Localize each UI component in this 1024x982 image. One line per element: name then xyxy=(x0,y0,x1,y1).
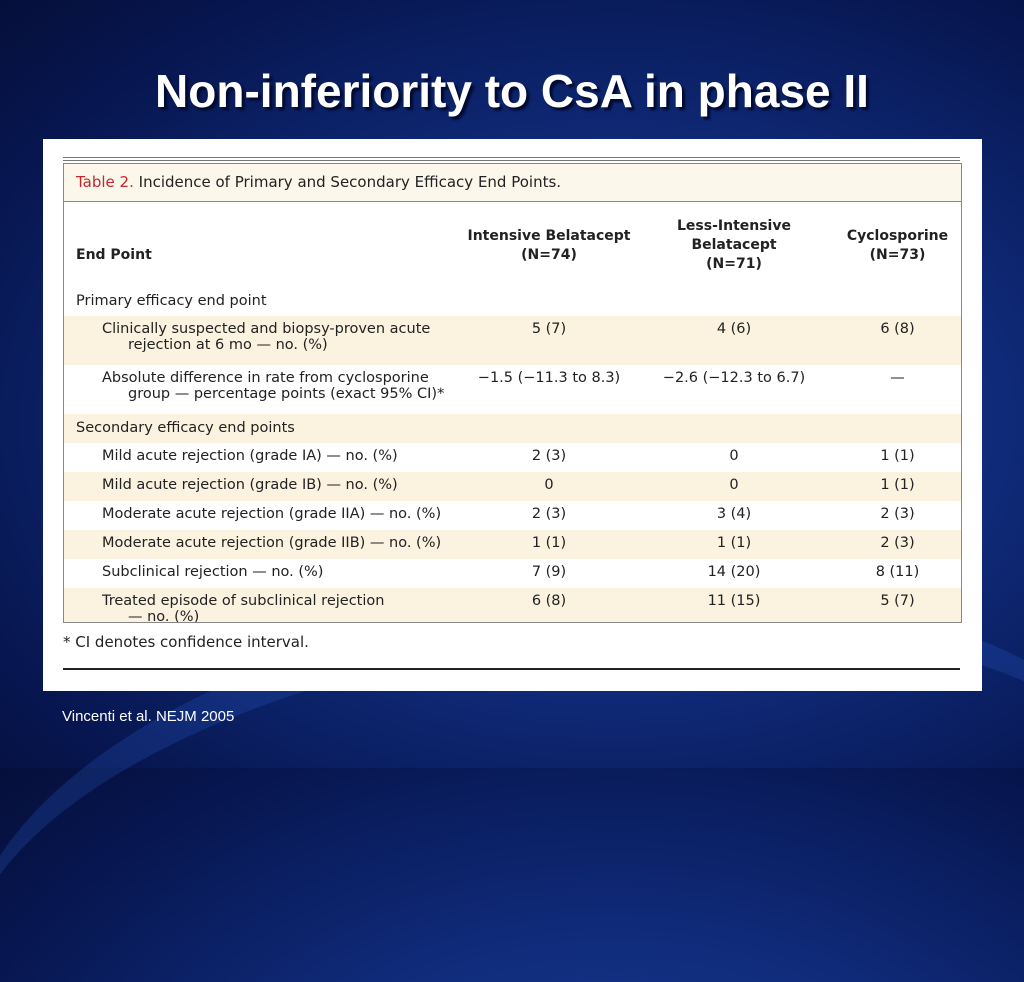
cell-intensive: 2 (3) xyxy=(531,448,567,464)
table-header-row: End Point Intensive Belatacept (N=74) Le… xyxy=(64,202,961,287)
header-cyclosporine: Cyclosporine (N=73) xyxy=(834,202,961,287)
table-row: Mild acute rejection (grade IB) — no. (%… xyxy=(64,472,961,501)
cell-intensive: 2 (3) xyxy=(531,506,567,522)
header-cyclosporine-name: Cyclosporine xyxy=(846,227,949,244)
cell-intensive: 0 xyxy=(544,477,554,493)
cell-cyclosporine: 6 (8) xyxy=(880,321,915,337)
cell-cyclosporine: 8 (11) xyxy=(875,564,920,580)
cell-less-intensive: 4 (6) xyxy=(716,321,752,337)
header-intensive: Intensive Belatacept (N=74) xyxy=(464,202,634,287)
table-row: Mild acute rejection (grade IA) — no. (%… xyxy=(64,443,961,472)
row-label-line2: — no. (%) xyxy=(128,609,200,623)
cell-cyclosporine: — xyxy=(890,370,905,386)
table-row: Subclinical rejection — no. (%) 7 (9) 14… xyxy=(64,559,961,588)
row-label: Clinically suspected and biopsy-proven a… xyxy=(64,316,464,365)
row-label: Absolute difference in rate from cyclosp… xyxy=(64,365,464,414)
row-label: Mild acute rejection (grade IA) — no. (%… xyxy=(102,448,398,464)
table-image-panel: Table 2. Incidence of Primary and Second… xyxy=(43,139,982,691)
header-less-intensive: Less-Intensive Belatacept (N=71) xyxy=(634,202,834,287)
row-label-line1: Treated episode of subclinical rejection xyxy=(102,593,385,609)
cell-intensive: 1 (1) xyxy=(531,535,567,551)
cell-less-intensive: 14 (20) xyxy=(707,564,761,580)
row-label: Moderate acute rejection (grade IIB) — n… xyxy=(102,535,442,551)
row-label-line2: rejection at 6 mo — no. (%) xyxy=(128,337,328,353)
table-row: Clinically suspected and biopsy-proven a… xyxy=(64,316,961,365)
efficacy-table-grid: End Point Intensive Belatacept (N=74) Le… xyxy=(64,202,961,623)
header-intensive-name: Intensive Belatacept xyxy=(467,227,631,244)
cell-intensive: 5 (7) xyxy=(531,321,567,337)
section-primary-label: Primary efficacy end point xyxy=(76,293,267,309)
cell-less-intensive: −2.6 (−12.3 to 6.7) xyxy=(662,370,806,386)
section-secondary: Secondary efficacy end points xyxy=(64,414,961,443)
row-label: Treated episode of subclinical rejection… xyxy=(64,588,464,623)
bottom-rule xyxy=(63,668,960,670)
header-cyclosporine-n: (N=73) xyxy=(869,246,926,263)
row-label: Mild acute rejection (grade IB) — no. (%… xyxy=(102,477,398,493)
section-secondary-label: Secondary efficacy end points xyxy=(76,420,295,436)
cell-less-intensive: 0 xyxy=(729,477,739,493)
row-label-line1: Absolute difference in rate from cyclosp… xyxy=(102,370,429,386)
row-label: Moderate acute rejection (grade IIA) — n… xyxy=(102,506,442,522)
header-intensive-n: (N=74) xyxy=(521,246,577,263)
cell-cyclosporine: 5 (7) xyxy=(880,593,915,609)
row-label: Subclinical rejection — no. (%) xyxy=(102,564,324,580)
table-caption-text: Incidence of Primary and Secondary Effic… xyxy=(133,173,562,191)
cell-intensive: 7 (9) xyxy=(531,564,567,580)
efficacy-table: Table 2. Incidence of Primary and Second… xyxy=(63,163,962,623)
cell-less-intensive: 1 (1) xyxy=(716,535,752,551)
top-rule-2 xyxy=(63,160,960,161)
cell-cyclosporine: 1 (1) xyxy=(880,477,915,493)
cell-cyclosporine: 1 (1) xyxy=(880,448,915,464)
table-row: Treated episode of subclinical rejection… xyxy=(64,588,961,623)
cell-cyclosporine: 2 (3) xyxy=(880,535,915,551)
cell-cyclosporine: 2 (3) xyxy=(880,506,915,522)
table-row: Moderate acute rejection (grade IIB) — n… xyxy=(64,530,961,559)
cell-less-intensive: 0 xyxy=(729,448,739,464)
slide-citation: Vincenti et al. NEJM 2005 xyxy=(62,708,235,725)
table-footnote: * CI denotes confidence interval. xyxy=(63,633,309,651)
table-row: Absolute difference in rate from cyclosp… xyxy=(64,365,961,414)
table-row: Moderate acute rejection (grade IIA) — n… xyxy=(64,501,961,530)
section-primary: Primary efficacy end point xyxy=(64,287,961,316)
header-end-point: End Point xyxy=(64,202,464,287)
cell-less-intensive: 3 (4) xyxy=(716,506,752,522)
row-label-line2: group — percentage points (exact 95% CI)… xyxy=(128,386,445,402)
table-caption: Table 2. Incidence of Primary and Second… xyxy=(64,164,961,202)
row-label-line1: Clinically suspected and biopsy-proven a… xyxy=(102,321,431,337)
cell-less-intensive: 11 (15) xyxy=(707,593,761,609)
cell-intensive: −1.5 (−11.3 to 8.3) xyxy=(477,370,621,386)
table-caption-label: Table 2. xyxy=(76,173,134,191)
slide-title: Non-inferiority to CsA in phase II xyxy=(155,65,869,117)
top-rule xyxy=(63,157,960,158)
header-less-intensive-name: Less-Intensive Belatacept xyxy=(677,218,791,253)
header-less-intensive-n: (N=71) xyxy=(706,256,762,272)
cell-intensive: 6 (8) xyxy=(531,593,567,609)
